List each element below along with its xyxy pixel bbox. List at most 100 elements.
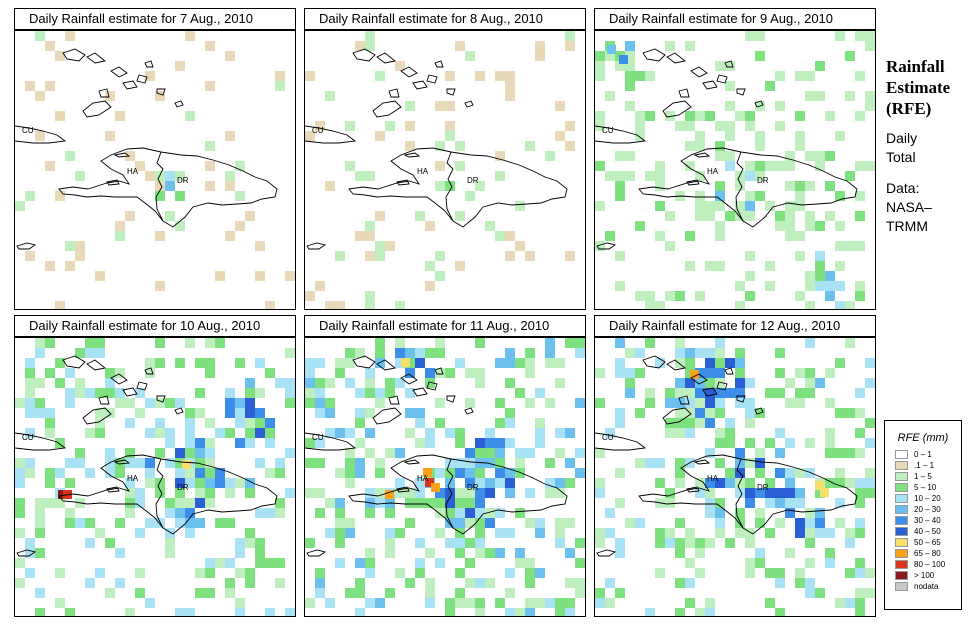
rain-cell — [95, 408, 105, 418]
rain-cell — [305, 131, 315, 141]
rain-cell — [695, 211, 705, 221]
rain-cell — [165, 528, 175, 538]
rain-cell — [465, 508, 475, 518]
rain-cell — [515, 448, 525, 458]
rain-cell — [655, 181, 665, 191]
rain-cell — [225, 231, 235, 241]
rain-cell — [565, 121, 575, 131]
rain-cell — [245, 568, 255, 578]
rain-cell — [405, 498, 415, 508]
rain-cell — [185, 608, 195, 616]
rain-cell — [475, 488, 485, 498]
rain-cell — [475, 468, 485, 478]
map-panel-aug-9: Daily Rainfall estimate for 9 Aug., 2010… — [594, 8, 876, 310]
rain-cell — [445, 538, 455, 548]
map-panel-aug-12: Daily Rainfall estimate for 12 Aug., 201… — [594, 315, 876, 617]
rain-cell — [385, 378, 395, 388]
bahamas-island-outline — [110, 66, 128, 78]
rain-cell — [205, 498, 215, 508]
rain-cell — [795, 568, 805, 578]
rain-cell — [765, 201, 775, 211]
rain-cell — [725, 538, 735, 548]
rain-cell — [545, 488, 555, 498]
rain-cell — [135, 458, 145, 468]
rain-cell — [335, 498, 345, 508]
bahamas-island-outline — [412, 80, 428, 90]
rain-cell — [745, 568, 755, 578]
rain-cell — [225, 558, 235, 568]
rain-cell — [135, 498, 145, 508]
rain-cell — [35, 398, 45, 408]
rain-cell — [235, 191, 245, 201]
rain-cell — [545, 598, 555, 608]
rain-cell — [355, 418, 365, 428]
rain-cell — [195, 568, 205, 578]
haiti-dr-border — [445, 151, 454, 222]
rain-cell — [755, 171, 765, 181]
rain-cell — [795, 291, 805, 301]
rain-cell — [185, 468, 195, 478]
rain-cell — [575, 448, 585, 458]
rain-cell — [455, 468, 465, 478]
rain-cell — [645, 291, 655, 301]
rain-cell — [425, 281, 435, 291]
rain-cell — [735, 528, 745, 538]
rain-cell — [675, 358, 685, 368]
bahamas-island-outline — [412, 387, 428, 397]
rain-cell — [385, 241, 395, 251]
rain-cell — [755, 141, 765, 151]
rain-cell — [275, 458, 285, 468]
rain-cell — [565, 578, 575, 588]
rain-cell — [165, 458, 175, 468]
rain-cell — [155, 358, 165, 368]
rain-cell — [555, 448, 565, 458]
panel-title: Daily Rainfall estimate for 7 Aug., 2010 — [14, 8, 296, 30]
rain-cell — [435, 271, 445, 281]
country-label: DR — [467, 483, 479, 492]
rain-cell — [655, 301, 665, 309]
rain-cell — [115, 548, 125, 558]
rain-cell — [505, 378, 515, 388]
rain-cell — [315, 568, 325, 578]
rain-cell — [335, 538, 345, 548]
rain-cell — [165, 498, 175, 508]
rain-cell — [845, 301, 855, 309]
rain-cell — [835, 131, 845, 141]
rain-cell — [575, 398, 585, 408]
rain-cell — [265, 368, 275, 378]
country-label: CU — [312, 126, 324, 135]
rain-cell — [665, 211, 675, 221]
rain-cell — [15, 468, 25, 478]
haiti-dr-border — [735, 151, 744, 222]
rain-cell — [495, 548, 505, 558]
rain-cell — [675, 458, 685, 468]
rain-cell — [235, 598, 245, 608]
rain-cell — [545, 458, 555, 468]
rain-cell — [815, 271, 825, 281]
rain-cell — [845, 338, 855, 348]
rain-cell — [325, 498, 335, 508]
rain-cell — [815, 251, 825, 261]
rain-cell — [105, 448, 115, 458]
rain-cell — [855, 598, 865, 608]
rain-cell — [115, 398, 125, 408]
rain-cell — [815, 281, 825, 291]
rain-cell — [275, 378, 285, 388]
rain-cell — [815, 161, 825, 171]
rain-cell — [455, 41, 465, 51]
rain-cell — [615, 151, 625, 161]
rain-cell — [685, 261, 695, 271]
rain-cell — [755, 161, 765, 171]
rain-cell — [755, 558, 765, 568]
rain-cell — [345, 528, 355, 538]
rain-cell — [255, 241, 265, 251]
rain-cell — [815, 221, 825, 231]
rain-cell — [715, 141, 725, 151]
rain-cell — [455, 438, 465, 448]
rain-cell — [445, 101, 455, 111]
rain-cell — [105, 538, 115, 548]
rain-cell — [705, 211, 715, 221]
rain-cell — [385, 121, 395, 131]
rain-cell — [795, 528, 805, 538]
rain-cell — [155, 488, 165, 498]
